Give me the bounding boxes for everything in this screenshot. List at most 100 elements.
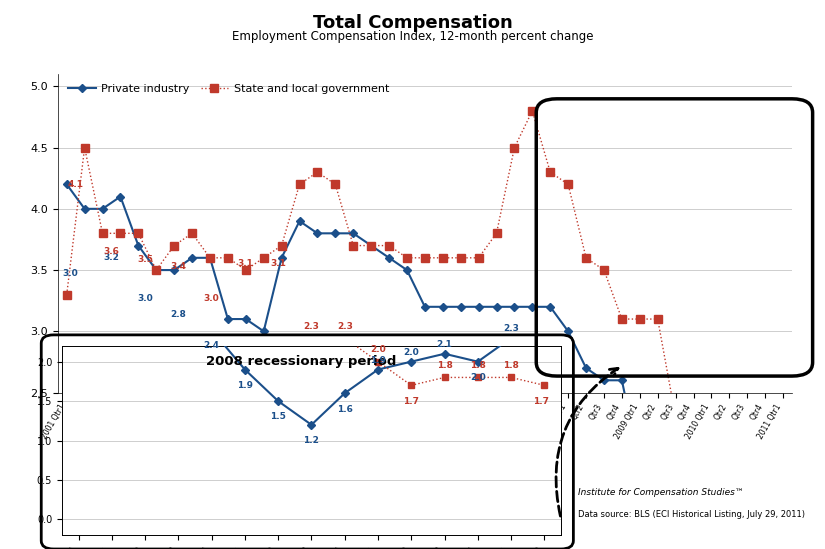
Text: 2.1: 2.1 [436, 340, 452, 349]
State and local government [689, 451, 699, 457]
State and local government [420, 255, 430, 261]
Private industry [671, 512, 681, 518]
State and local government [724, 475, 734, 481]
Text: 3.5: 3.5 [137, 255, 153, 264]
Private industry [348, 230, 358, 237]
Text: 3.1: 3.1 [271, 259, 286, 267]
State and local government [187, 230, 197, 237]
State and local government [116, 230, 125, 237]
Private industry [760, 451, 770, 457]
Private industry [116, 193, 125, 200]
Text: 2.8: 2.8 [171, 310, 186, 319]
Text: 3.6: 3.6 [104, 247, 120, 256]
Private industry [241, 316, 251, 322]
State and local government [241, 267, 251, 273]
State and local government [510, 144, 520, 151]
Private industry [134, 242, 144, 249]
Private industry [634, 463, 644, 469]
Text: 2008 recessionary period: 2008 recessionary period [206, 355, 397, 368]
State and local government [366, 242, 376, 249]
Private industry [527, 304, 537, 310]
State and local government [62, 292, 72, 298]
State and local government [563, 181, 573, 188]
Text: 2.0: 2.0 [403, 348, 419, 357]
Text: 1.2: 1.2 [304, 436, 319, 445]
State and local government [706, 487, 716, 494]
Text: 1.7: 1.7 [533, 396, 549, 406]
Text: Employment Compensation Index, 12-month percent change: Employment Compensation Index, 12-month … [232, 30, 593, 43]
State and local government [474, 255, 483, 261]
Private industry [742, 438, 752, 445]
Private industry [545, 304, 555, 310]
Text: 2.3: 2.3 [304, 322, 319, 330]
Private industry [492, 304, 502, 310]
Private industry [330, 230, 340, 237]
Text: 1.9: 1.9 [370, 356, 386, 365]
Text: 3.2: 3.2 [104, 253, 120, 262]
State and local government [634, 316, 644, 322]
State and local government [384, 242, 394, 249]
Private industry [384, 255, 394, 261]
State and local government [169, 242, 179, 249]
Private industry [402, 267, 412, 273]
State and local government [581, 255, 591, 261]
State and local government [545, 169, 555, 175]
Private industry [474, 304, 483, 310]
State and local government [617, 316, 627, 322]
State and local government [742, 475, 752, 481]
Text: 3.0: 3.0 [204, 294, 219, 303]
Text: 2.3: 2.3 [337, 322, 352, 330]
Text: Institute for Compensation Studies™: Institute for Compensation Studies™ [578, 488, 743, 497]
State and local government [671, 414, 681, 421]
State and local government [527, 108, 537, 114]
State and local government [276, 242, 286, 249]
Text: 1.8: 1.8 [436, 361, 452, 370]
State and local government [97, 230, 107, 237]
Text: Total Compensation: Total Compensation [313, 14, 512, 32]
State and local government [205, 255, 215, 261]
Private industry [420, 304, 430, 310]
Private industry [295, 218, 304, 225]
Private industry [187, 255, 197, 261]
Text: 2.3: 2.3 [503, 324, 519, 333]
Private industry [563, 328, 573, 334]
Private industry [724, 451, 734, 457]
State and local government [455, 255, 465, 261]
Private industry [653, 512, 662, 518]
Private industry [510, 304, 520, 310]
State and local government [259, 255, 269, 261]
Private industry [223, 316, 233, 322]
Private industry [169, 267, 179, 273]
Private industry [706, 463, 716, 469]
State and local government [778, 487, 788, 494]
State and local government [134, 230, 144, 237]
Line: State and local government: State and local government [63, 107, 787, 495]
Private industry [778, 414, 788, 421]
State and local government [492, 230, 502, 237]
State and local government [348, 242, 358, 249]
State and local government [151, 267, 161, 273]
State and local government [599, 267, 609, 273]
State and local government [223, 255, 233, 261]
State and local government [80, 144, 90, 151]
State and local government [330, 181, 340, 188]
Text: 2.0: 2.0 [370, 345, 386, 354]
State and local government [313, 169, 323, 175]
Private industry [62, 181, 72, 188]
Private industry [151, 267, 161, 273]
State and local government [760, 475, 770, 481]
Text: 3.0: 3.0 [63, 269, 78, 278]
Text: 2.0: 2.0 [470, 373, 486, 382]
Private industry [617, 377, 627, 384]
Text: 1.6: 1.6 [337, 405, 352, 413]
Private industry [599, 377, 609, 384]
Text: 4.1: 4.1 [67, 180, 83, 189]
Private industry [97, 205, 107, 212]
Text: 1.9: 1.9 [237, 381, 253, 390]
Private industry [455, 304, 465, 310]
Private industry [80, 205, 90, 212]
State and local government [295, 181, 304, 188]
Legend: Private industry, State and local government: Private industry, State and local govern… [64, 80, 394, 99]
Text: 1.8: 1.8 [470, 361, 486, 370]
Private industry [313, 230, 323, 237]
